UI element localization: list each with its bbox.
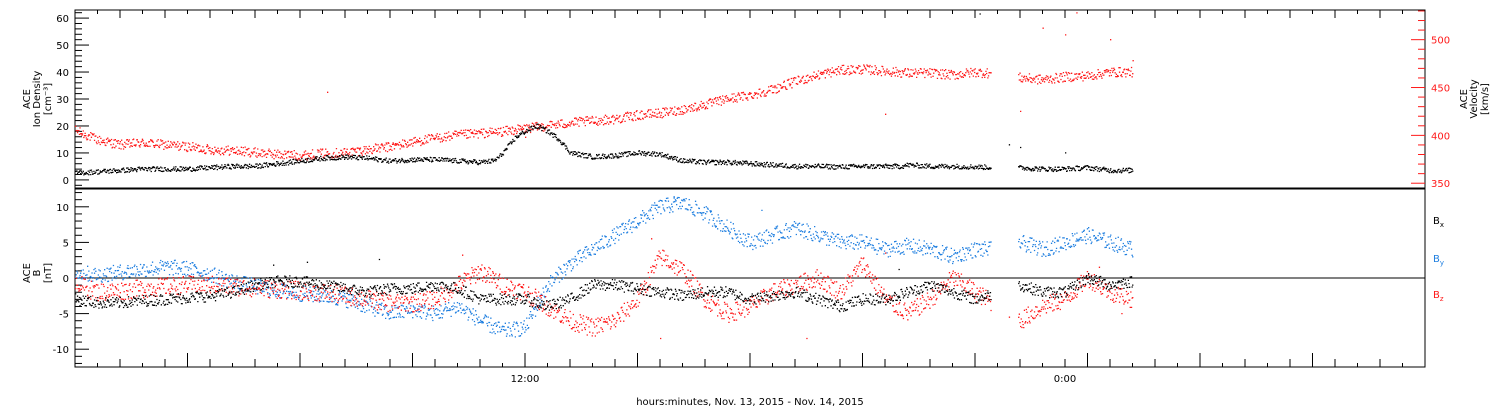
y-tick-label: 20 (56, 122, 69, 133)
b-tick-label: 5 (63, 238, 69, 249)
legend-By: By (1433, 254, 1444, 267)
y-tick-label: 40 (56, 68, 69, 79)
y-tick-label: 10 (56, 149, 69, 160)
legend-subscript: y (1440, 259, 1444, 267)
density-label-line2: Ion Density (32, 71, 43, 128)
bz-series (75, 238, 1134, 340)
b-tick-label: -10 (53, 345, 69, 356)
density-axis-title: ACE Ion Density [cm⁻³] (22, 71, 54, 128)
y-tick-label: 30 (56, 95, 69, 106)
axis-label-layer: hours:minutes, Nov. 13, 2015 - Nov. 14, … (636, 397, 864, 408)
b-label-line1: ACE (22, 263, 33, 283)
b-tick-label: 0 (63, 274, 69, 285)
x-axis-title: hours:minutes, Nov. 13, 2015 - Nov. 14, … (636, 397, 864, 408)
y-tick-label: 0 (63, 176, 69, 187)
density-label-line1: ACE (22, 89, 33, 109)
legend-main: B (1433, 216, 1440, 227)
density-series (75, 13, 1134, 176)
legend-Bz: Bz (1433, 290, 1444, 303)
x-tick-label: 0:00 (1054, 374, 1076, 385)
density-unit: [cm⁻³] (43, 83, 54, 115)
legend-subscript: z (1440, 295, 1444, 303)
legend-main: B (1433, 290, 1440, 301)
legend-main: B (1433, 254, 1440, 265)
velocity-unit: [km/s] (1480, 83, 1491, 115)
x-tick-label: 12:00 (511, 374, 540, 385)
b-tick-label: -5 (59, 310, 69, 321)
b-label-line2: B (32, 269, 43, 276)
top-panel-frame (74, 9, 1426, 189)
legend-Bx: Bx (1433, 216, 1444, 229)
by-series (75, 196, 1134, 338)
y2-tick-label: 500 (1431, 36, 1450, 47)
y2-tick-label: 400 (1431, 131, 1450, 142)
y-tick-label: 50 (56, 41, 69, 52)
bx-series (75, 258, 1134, 313)
velocity-label-line1: ACE (1459, 89, 1470, 109)
velocity-series (75, 12, 1134, 161)
velocity-axis-title: ACE Velocity [km/s] (1459, 79, 1491, 118)
b-axis-title: ACE B [nT] (22, 263, 54, 283)
y-tick-label: 60 (56, 14, 69, 25)
b-tick-label: 10 (56, 203, 69, 214)
legend-subscript: x (1440, 221, 1444, 229)
y2-tick-label: 450 (1431, 84, 1450, 95)
b-unit: [nT] (43, 263, 54, 283)
velocity-label-line2: Velocity (1469, 79, 1480, 118)
y2-tick-label: 350 (1431, 179, 1450, 190)
